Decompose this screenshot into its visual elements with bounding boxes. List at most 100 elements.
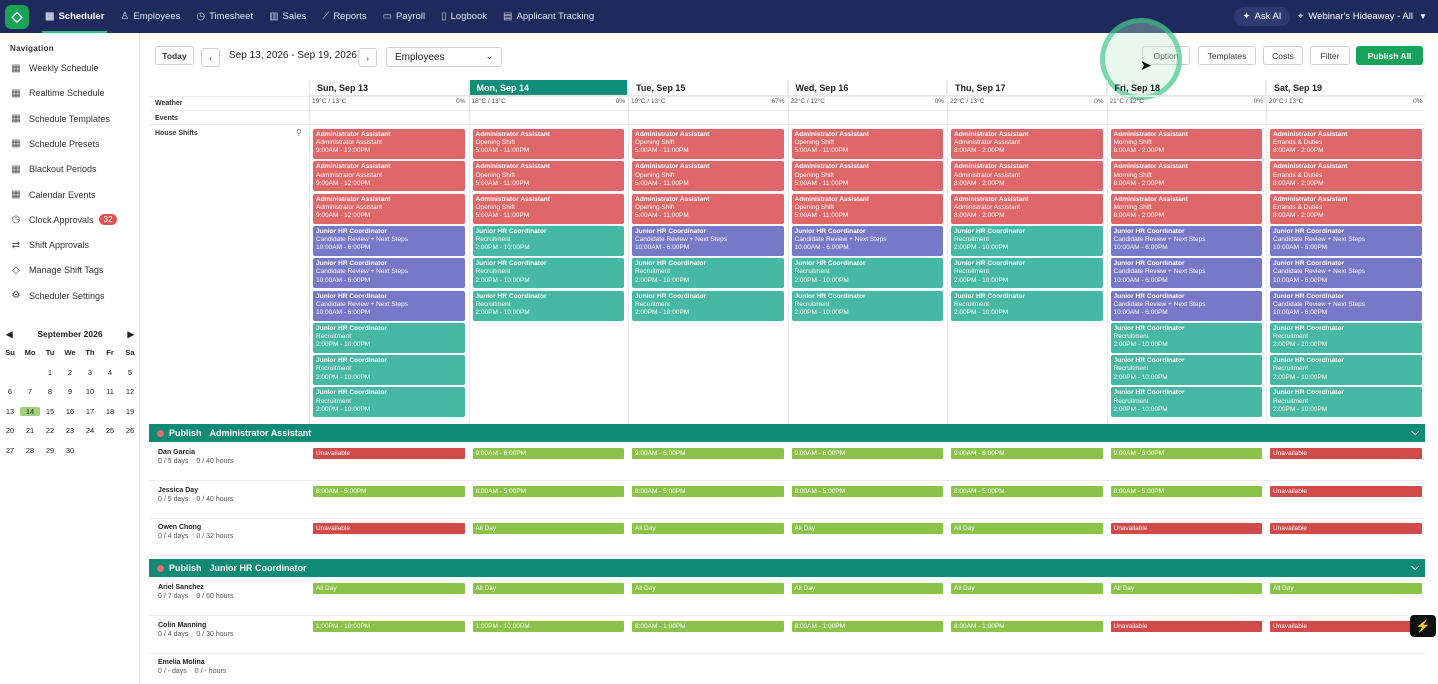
calendar-day[interactable]: 24 <box>85 426 95 436</box>
shift-card[interactable]: Junior HR Coordinator Candidate Review + … <box>1110 225 1262 256</box>
availability-cell[interactable]: All Day <box>791 523 943 534</box>
role-group-header[interactable]: Publish Junior HR Coordinator ⌵ <box>149 559 1425 577</box>
availability-cell[interactable]: All Day <box>632 523 784 534</box>
calendar-day[interactable]: 19 <box>125 406 135 416</box>
shift-card[interactable]: Junior HR Coordinator Recruitment 2:00PM -… <box>951 225 1103 256</box>
next-week-button[interactable]: › <box>358 48 377 67</box>
availability-cell[interactable]: 9:00AM - 6:00PM <box>632 448 784 459</box>
availability-cell[interactable]: All Day <box>472 583 624 594</box>
availability-cell[interactable]: All Day <box>632 583 784 594</box>
calendar-day[interactable]: 14 <box>20 406 40 416</box>
nav-item-reports[interactable]: ⟋ Reports <box>316 0 372 33</box>
shift-card[interactable]: Junior HR Coordinator Recruitment 2:00PM -… <box>1270 355 1422 386</box>
employee-info[interactable]: Owen Chong 0 / 4 days 0 / 32 hours <box>158 524 233 540</box>
employee-info[interactable]: Dan Garcia 0 / 5 days 0 / 40 hours <box>158 449 233 465</box>
shift-card[interactable]: Administrator Assistant Errands & Duties 8… <box>1270 161 1422 192</box>
nav-item-timesheet[interactable]: ◷ Timesheet <box>190 0 259 33</box>
calendar-day[interactable]: 7 <box>27 387 33 397</box>
availability-cell[interactable]: 9:00AM - 6:00PM <box>1110 448 1262 459</box>
availability-cell[interactable]: All Day <box>951 583 1103 594</box>
shift-card[interactable]: Junior HR Coordinator Candidate Review + … <box>1110 290 1262 321</box>
availability-cell[interactable]: 9:00AM - 6:00PM <box>951 448 1103 459</box>
next-month-icon[interactable]: ▶ <box>127 328 134 339</box>
calendar-day[interactable]: 17 <box>85 406 95 416</box>
shift-card[interactable]: Administrator Assistant Administrator Ass… <box>951 161 1103 192</box>
calendar-day[interactable]: 15 <box>45 406 55 416</box>
shift-card[interactable]: Junior HR Coordinator Recruitment 2:00PM -… <box>632 258 784 289</box>
chevron-down-icon[interactable]: ⌵ <box>1411 427 1419 438</box>
unavailable-cell[interactable]: Unavailable <box>313 523 465 534</box>
shift-card[interactable]: Administrator Assistant Opening Shift 5:00… <box>472 193 624 224</box>
publish-group-button[interactable]: Publish <box>169 563 202 573</box>
shift-card[interactable]: Administrator Assistant Opening Shift 5:00… <box>791 193 943 224</box>
availability-cell[interactable]: 1:00PM - 10:00PM <box>472 620 624 632</box>
availability-cell[interactable]: 8:00AM - 5:00PM <box>951 485 1103 497</box>
sidebar-item-schedule-presets[interactable]: ▦ Schedule Presets <box>10 134 99 154</box>
calendar-day[interactable]: 2 <box>67 367 73 377</box>
sidebar-item-manage-shift-tags[interactable]: ◇ Manage Shift Tags <box>10 260 103 280</box>
calendar-day[interactable]: 29 <box>45 445 55 455</box>
pin-icon[interactable]: ⚲ <box>296 128 302 137</box>
shift-card[interactable]: Junior HR Coordinator Candidate Review + … <box>632 225 784 256</box>
shift-card[interactable]: Junior HR Coordinator Recruitment 2:00PM -… <box>1110 322 1262 353</box>
employee-info[interactable]: Emelia Molina 0 / - days 0 / - hours <box>158 659 226 675</box>
role-group-header[interactable]: Publish Administrator Assistant ⌵ <box>149 424 1425 442</box>
availability-cell[interactable]: All Day <box>951 523 1103 534</box>
shift-card[interactable]: Administrator Assistant Opening Shift 5:00… <box>472 129 624 159</box>
shift-card[interactable]: Administrator Assistant Morning Shift 8:00… <box>1110 161 1262 192</box>
chevron-down-icon[interactable]: ⌵ <box>1411 562 1419 573</box>
nav-item-applicant-tracking[interactable]: ▤ Applicant Tracking <box>497 0 600 33</box>
availability-cell[interactable]: 8:00AM - 1:00PM <box>791 620 943 632</box>
shift-card[interactable]: Junior HR Coordinator Recruitment 2:00PM -… <box>472 258 624 289</box>
today-button[interactable]: Today <box>155 46 194 65</box>
prev-week-button[interactable]: ‹ <box>201 48 220 67</box>
view-select[interactable]: Employees ⌄ <box>386 47 502 67</box>
nav-item-sales[interactable]: ▥ Sales <box>263 0 312 33</box>
shift-card[interactable]: Administrator Assistant Opening Shift 5:00… <box>632 129 784 159</box>
unavailable-cell[interactable]: Unavailable <box>1270 485 1422 497</box>
availability-cell[interactable]: All Day <box>472 523 624 534</box>
availability-cell[interactable]: All Day <box>791 583 943 594</box>
unavailable-cell[interactable]: Unavailable <box>1270 620 1422 632</box>
calendar-day[interactable]: 1 <box>47 367 53 377</box>
availability-cell[interactable]: 9:00AM - 6:00PM <box>472 448 624 459</box>
calendar-day[interactable]: 27 <box>5 445 15 455</box>
shift-card[interactable]: Junior HR Coordinator Recruitment 2:00PM -… <box>951 258 1103 289</box>
shift-card[interactable]: Junior HR Coordinator Recruitment 2:00PM -… <box>632 290 784 321</box>
sidebar-item-scheduler-settings[interactable]: ⚙ Scheduler Settings <box>10 286 105 306</box>
sidebar-item-calendar-events[interactable]: ▦ Calendar Events <box>10 185 95 205</box>
calendar-day[interactable]: 11 <box>106 387 114 397</box>
calendar-day[interactable]: 13 <box>5 406 15 416</box>
unavailable-cell[interactable]: Unavailable <box>313 448 465 459</box>
calendar-day[interactable]: 3 <box>87 367 93 377</box>
day-header[interactable]: Sat, Sep 19 <box>1266 80 1425 96</box>
lightning-icon[interactable]: ⚡ <box>1410 615 1436 637</box>
shift-card[interactable]: Administrator Assistant Administrator Ass… <box>951 129 1103 159</box>
availability-cell[interactable]: 1:00PM - 10:00PM <box>313 620 465 632</box>
filter-button[interactable]: Filter <box>1310 46 1350 65</box>
unavailable-cell[interactable]: Unavailable <box>1110 523 1262 534</box>
unavailable-cell[interactable]: Unavailable <box>1270 448 1422 459</box>
shift-card[interactable]: Junior HR Coordinator Recruitment 2:00PM -… <box>1110 355 1262 386</box>
sidebar-item-schedule-templates[interactable]: ▦ Schedule Templates <box>10 109 110 129</box>
calendar-day[interactable]: 4 <box>107 367 113 377</box>
shift-card[interactable]: Junior HR Coordinator Candidate Review + … <box>1110 258 1262 289</box>
shift-card[interactable]: Junior HR Coordinator Recruitment 2:00PM -… <box>313 355 465 386</box>
calendar-day[interactable]: 12 <box>125 387 135 397</box>
calendar-day[interactable]: 9 <box>67 387 73 397</box>
shift-card[interactable]: Administrator Assistant Administrator Ass… <box>313 161 465 192</box>
availability-cell[interactable]: 9:00AM - 6:00PM <box>791 448 943 459</box>
availability-cell[interactable]: 8:00AM - 1:00PM <box>632 620 784 632</box>
shift-card[interactable]: Junior HR Coordinator Candidate Review + … <box>313 290 465 321</box>
availability-cell[interactable]: All Day <box>1110 583 1262 594</box>
shift-card[interactable]: Junior HR Coordinator Recruitment 2:00PM -… <box>472 290 624 321</box>
sidebar-item-realtime-schedule[interactable]: ▦ Realtime Schedule <box>10 83 104 103</box>
shift-card[interactable]: Administrator Assistant Morning Shift 8:00… <box>1110 193 1262 224</box>
day-header[interactable]: Fri, Sep 18 <box>1106 80 1266 96</box>
availability-cell[interactable]: All Day <box>313 583 465 594</box>
shift-card[interactable]: Junior HR Coordinator Recruitment 2:00PM -… <box>1270 387 1422 418</box>
shift-card[interactable]: Junior HR Coordinator Candidate Review + … <box>313 225 465 256</box>
sidebar-item-blackout-periods[interactable]: ▦ Blackout Periods <box>10 159 96 179</box>
nav-item-payroll[interactable]: ▭ Payroll <box>377 0 432 33</box>
unavailable-cell[interactable]: Unavailable <box>1110 620 1262 632</box>
